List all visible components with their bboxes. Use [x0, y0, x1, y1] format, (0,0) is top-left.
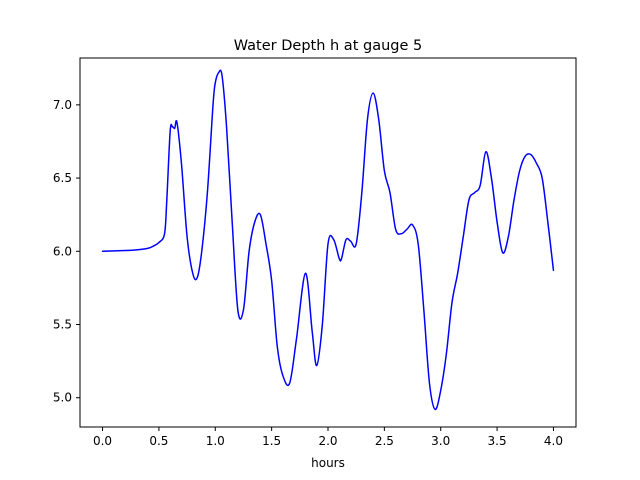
y-tick-label: 5.5: [53, 318, 72, 332]
y-tick-label: 6.0: [53, 244, 72, 258]
y-tick-label: 6.5: [53, 171, 72, 185]
x-tick-label: 1.5: [262, 434, 281, 448]
axes-frame: [79, 57, 577, 428]
x-tick-label: 4.0: [544, 434, 563, 448]
x-tick-label: 0.5: [149, 434, 168, 448]
x-tick-label: 2.0: [318, 434, 337, 448]
x-tick-label: 3.0: [431, 434, 450, 448]
y-tick-label: 7.0: [53, 98, 72, 112]
x-tick-label: 2.5: [375, 434, 394, 448]
x-tick-label: 1.0: [206, 434, 225, 448]
x-axis-label: hours: [311, 456, 345, 470]
y-axis-ticks: 5.0 5.5 6.0 6.5 7.0: [53, 98, 80, 405]
x-axis-ticks: 0.0 0.5 1.0 1.5 2.0 2.5 3.0 3.5 4.0: [93, 427, 563, 448]
x-tick-label: 0.0: [93, 434, 112, 448]
chart-title: Water Depth h at gauge 5: [234, 38, 422, 54]
x-tick-label: 3.5: [488, 434, 507, 448]
y-tick-label: 5.0: [53, 391, 72, 405]
series-line: [101, 69, 555, 411]
